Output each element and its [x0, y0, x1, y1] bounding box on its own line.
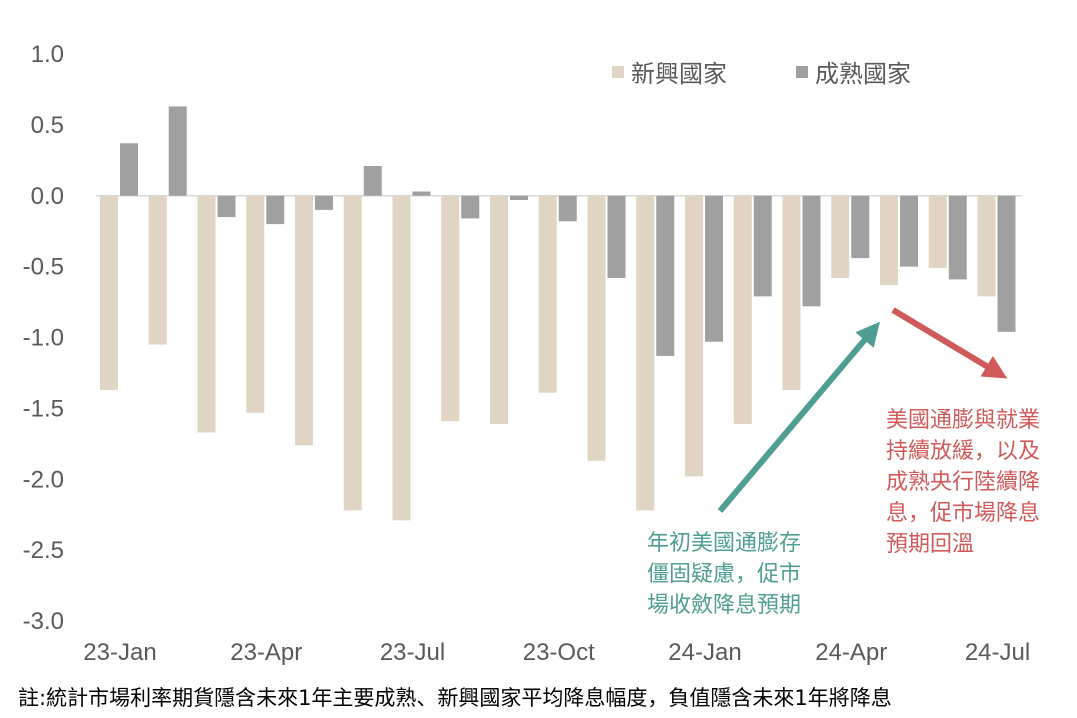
x-tick-label: 23-Oct [523, 639, 595, 666]
bar-emerging-23-Aug [441, 195, 460, 422]
bar-emerging-23-Jul [392, 195, 411, 521]
bar-developed-23-Oct [558, 195, 577, 222]
x-tick-label: 23-Jul [380, 639, 445, 666]
annotation-arrows [717, 307, 1008, 513]
y-tick-label: 0.5 [31, 112, 64, 139]
x-tick-label: 23-Jan [83, 639, 156, 666]
bar-emerging-24-Mar [782, 195, 801, 390]
bar-developed-24-Apr [851, 195, 870, 259]
footnote: 註:統計市場利率期貨隱含未來1年主要成熟、新興國家平均降息幅度，負值隱含未來1年… [18, 686, 892, 710]
bar-developed-24-Jun [948, 195, 967, 280]
bar-developed-24-Jan [705, 195, 723, 342]
bar-emerging-23-Apr [246, 195, 265, 413]
bar-emerging-24-Apr [831, 195, 850, 278]
x-axis-ticks: 23-Jan 23-Apr 23-Jul 23-Oct 24-Jan 24-Apr 24-J… [83, 639, 1030, 666]
bar-emerging-23-Nov [587, 195, 606, 461]
annotation-line: 僵固疑慮，促市 [647, 562, 802, 587]
annotation-line: 年初美國通膨存 [647, 531, 802, 556]
annotation-arrow-up [717, 321, 880, 513]
bar-developed-23-Nov [607, 195, 626, 278]
bar-emerging-23-Sep [490, 195, 508, 424]
bar-emerging-24-Jun [928, 195, 947, 269]
bar-emerging-24-Feb [733, 195, 752, 424]
y-tick-label: -0.5 [23, 254, 64, 281]
bar-developed-24-Mar [802, 195, 821, 307]
x-tick-label: 24-Jul [965, 639, 1030, 666]
bars-group [100, 106, 1016, 521]
bar-developed-23-Jul [412, 191, 431, 196]
bar-developed-23-Jan [120, 143, 138, 196]
bar-developed-23-May [315, 195, 333, 210]
y-tick-label: 1.0 [31, 41, 64, 68]
legend-swatch-developed [796, 66, 808, 78]
bar-developed-24-Feb [753, 195, 772, 297]
legend-label-emerging: 新興國家 [631, 60, 727, 88]
annotation-text-red: 美國通膨與就業 持續放緩，以及 成熟央行陸續降 息，促市場降息 預期回溫 [886, 405, 1040, 560]
bar-emerging-23-Mar [197, 195, 216, 433]
bar-developed-24-May [900, 195, 918, 267]
annotation-line: 美國通膨與就業 [886, 408, 1041, 433]
bar-emerging-23-Feb [148, 195, 167, 345]
legend-swatch-emerging [612, 66, 624, 78]
bar-emerging-23-Jun [343, 195, 362, 511]
y-tick-label: -3.0 [23, 608, 64, 635]
bar-emerging-23-Dec [636, 195, 655, 511]
legend: 新興國家 成熟國家 [612, 60, 911, 88]
bar-developed-23-Feb [168, 106, 187, 196]
x-tick-label: 24-Jan [668, 639, 741, 666]
bar-developed-24-Jul [997, 195, 1016, 332]
annotation-line: 息，促市場降息 [886, 501, 1041, 526]
legend-label-developed: 成熟國家 [815, 60, 911, 88]
bar-emerging-24-Jan [685, 195, 703, 477]
y-tick-label: 0.0 [31, 183, 64, 210]
y-tick-label: -1.0 [23, 325, 64, 352]
bar-emerging-24-May [880, 195, 898, 286]
bar-developed-23-Aug [461, 195, 480, 219]
annotation-line: 持續放緩，以及 [886, 439, 1041, 464]
bar-developed-23-Mar [217, 195, 236, 218]
bar-developed-23-Sep [510, 195, 528, 201]
y-tick-label: -2.0 [23, 466, 64, 493]
annotation-text-teal: 年初美國通膨存 僵固疑慮，促市 場收斂降息預期 [647, 528, 801, 621]
bar-developed-23-Dec [656, 195, 675, 356]
x-tick-label: 24-Apr [815, 639, 887, 666]
x-tick-label: 23-Apr [230, 639, 302, 666]
bar-emerging-23-Oct [538, 195, 557, 393]
y-tick-label: -2.5 [23, 537, 64, 564]
bar-developed-23-Jun [363, 165, 382, 196]
bar-developed-23-Apr [266, 195, 285, 225]
annotation-line: 預期回溫 [886, 532, 975, 557]
bar-emerging-23-May [295, 195, 313, 446]
annotation-arrow-down [891, 307, 1008, 379]
bar-emerging-24-Jul [977, 195, 996, 297]
annotation-line: 成熟央行陸續降 [886, 470, 1041, 495]
y-axis-ticks: 1.0 0.5 0.0 -0.5 -1.0 -1.5 -2.0 -2.5 -3.0 [23, 41, 64, 635]
bar-emerging-23-Jan [100, 195, 118, 390]
y-tick-label: -1.5 [23, 395, 64, 422]
annotation-line: 場收斂降息預期 [647, 593, 802, 618]
